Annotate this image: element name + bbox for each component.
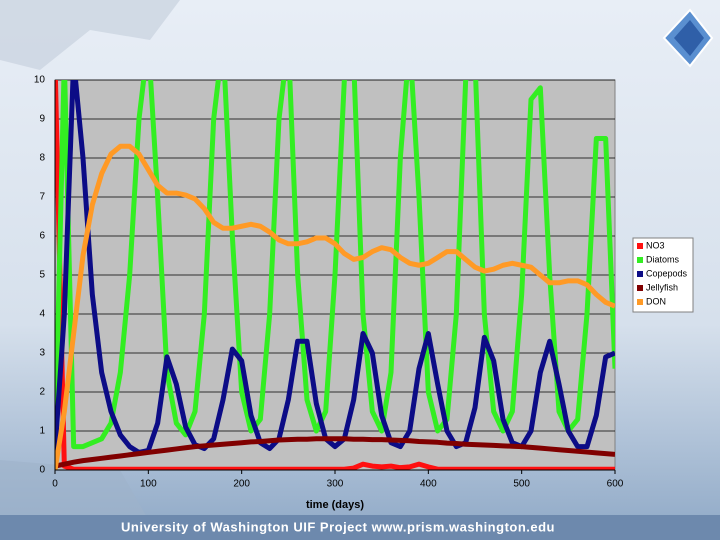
legend-label: Copepods (646, 268, 688, 278)
y-tick-label: 8 (39, 153, 45, 164)
x-axis-label: time (days) (306, 499, 364, 511)
legend-swatch (637, 271, 643, 277)
x-tick-label: 300 (327, 479, 344, 490)
x-tick-label: 400 (420, 479, 437, 490)
y-tick-label: 2 (39, 387, 45, 398)
legend-swatch (637, 243, 643, 249)
y-tick-label: 7 (39, 192, 45, 203)
footer-band (0, 515, 720, 540)
x-tick-label: 0 (52, 479, 58, 490)
legend-swatch (637, 257, 643, 263)
logo (662, 8, 714, 68)
y-tick-label: 6 (39, 231, 45, 242)
legend-label: Diatoms (646, 254, 680, 264)
legend-label: DON (646, 296, 666, 306)
series-line (55, 80, 615, 451)
x-tick-label: 600 (607, 479, 624, 490)
y-tick-label: 1 (39, 426, 45, 437)
y-tick-label: 4 (39, 309, 45, 320)
legend-label: NO3 (646, 240, 665, 250)
series-line (55, 436, 615, 469)
y-tick-label: 0 (39, 465, 45, 476)
legend-swatch (637, 285, 643, 291)
x-tick-label: 500 (513, 479, 530, 490)
y-tick-label: 3 (39, 348, 45, 359)
y-tick-label: 9 (39, 114, 45, 125)
x-tick-label: 100 (140, 479, 157, 490)
y-tick-label: 5 (39, 270, 45, 281)
legend-swatch (637, 299, 643, 305)
map-decoration (0, 0, 180, 70)
series-line (55, 80, 615, 470)
x-tick-label: 200 (233, 479, 250, 490)
series-line (55, 143, 615, 470)
y-tick-label: 10 (34, 75, 46, 86)
footer-text: University of Washington UIF Project www… (121, 519, 555, 534)
legend-label: Jellyfish (646, 282, 678, 292)
